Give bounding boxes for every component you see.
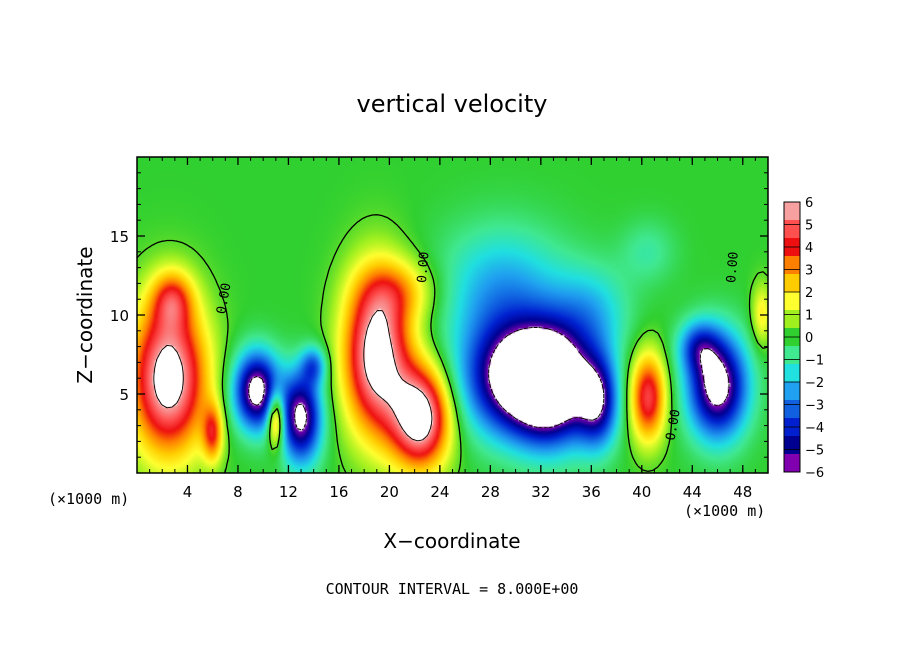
- plot-area: 0.00 0.00 0.00 0.00: [136, 156, 769, 474]
- colorbar-swatch: [784, 202, 800, 221]
- contour-label: 0.00: [724, 251, 742, 284]
- contour-label: 0.00: [415, 251, 433, 284]
- x-tick-label: 24: [430, 483, 449, 501]
- colorbar-swatch: [784, 454, 800, 473]
- contour-line-zero: [136, 214, 769, 474]
- contour-label: 0.00: [664, 408, 684, 441]
- y-tick-label: 15: [110, 228, 129, 246]
- colorbar-swatch: [784, 346, 800, 365]
- x-tick-label: 40: [632, 483, 651, 501]
- colorbar: 6 5 4 3 2 1 0 −1 −2 −3 −4 −5 −6: [783, 196, 824, 481]
- colorbar-tick-label: 0: [805, 331, 813, 346]
- colorbar-tick-label: −1: [805, 354, 824, 369]
- colorbar-swatch: [784, 400, 800, 419]
- velocity-field-image: [137, 157, 768, 473]
- y-tick-label: 10: [110, 307, 129, 325]
- x-axis-label: X−coordinate: [383, 529, 520, 553]
- contour-line-positive: [153, 310, 433, 442]
- x-tick-label: 20: [380, 483, 399, 501]
- x-tick-label: 4: [183, 483, 193, 501]
- x-unit-left: (×1000 m): [48, 490, 129, 508]
- colorbar-tick-label: −6: [805, 466, 824, 481]
- colorbar-tick-label: 5: [805, 219, 813, 234]
- y-axis-label: Z−coordinate: [73, 246, 97, 383]
- y-axis: 5 10 15: [110, 172, 768, 458]
- x-tick-label: 16: [329, 483, 348, 501]
- contour-interval-note: CONTOUR INTERVAL = 8.000E+00: [326, 580, 579, 598]
- colorbar-swatch: [784, 436, 800, 455]
- x-tick-label: 28: [481, 483, 500, 501]
- colorbar-tick-label: 3: [805, 264, 813, 279]
- x-tick-label: 32: [531, 483, 550, 501]
- x-tick-label: 8: [233, 483, 243, 501]
- colorbar-tick-label: 2: [805, 286, 813, 301]
- contour-line-negative: [248, 327, 730, 431]
- colorbar-tick-label: 4: [805, 241, 813, 256]
- chart-title: vertical velocity: [357, 90, 548, 118]
- colorbar-tick-label: −2: [805, 376, 824, 391]
- colorbar-tick-label: −5: [805, 444, 824, 459]
- colorbar-swatch: [784, 256, 800, 275]
- contour-labels: 0.00 0.00 0.00 0.00: [214, 251, 741, 442]
- x-tick-label: 12: [279, 483, 298, 501]
- x-unit-right: (×1000 m): [684, 502, 765, 520]
- colorbar-swatch: [784, 274, 800, 293]
- contour-lines: [136, 214, 769, 474]
- contour-label: 0.00: [214, 282, 234, 315]
- colorbar-tick-label: 1: [805, 309, 813, 324]
- colorbar-swatch: [784, 364, 800, 383]
- colorbar-tick-label: −4: [805, 421, 824, 436]
- x-axis: 4 8 12 16 20 24 28 32 36 40 44 48: [149, 157, 756, 501]
- x-tick-label: 44: [683, 483, 702, 501]
- y-tick-label: 5: [119, 386, 129, 404]
- colorbar-tick-label: 6: [805, 196, 813, 211]
- colorbar-swatch: [784, 220, 800, 239]
- colorbar-swatch: [784, 382, 800, 401]
- colorbar-swatch: [784, 310, 800, 329]
- colorbar-swatch: [784, 292, 800, 311]
- colorbar-tick-label: −3: [805, 399, 824, 414]
- x-tick-label: 36: [582, 483, 601, 501]
- x-tick-label: 48: [733, 483, 752, 501]
